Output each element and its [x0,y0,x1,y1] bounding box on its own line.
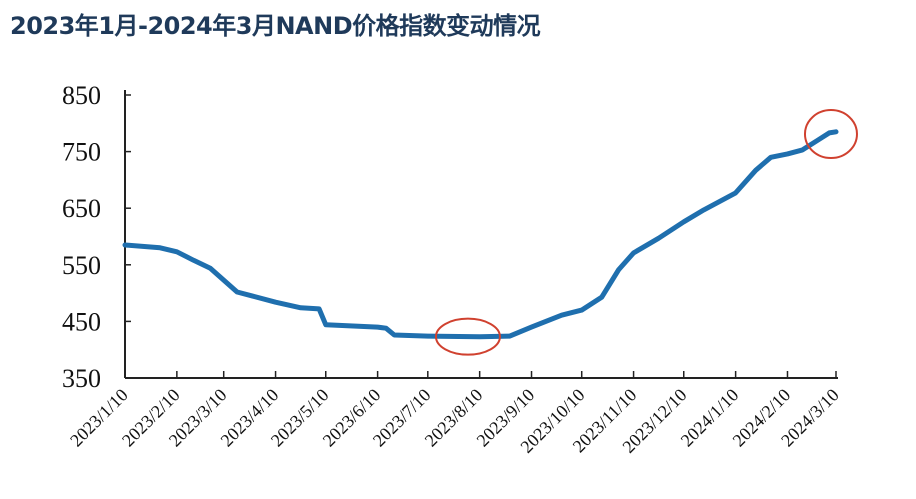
y-tick-label: 850 [62,81,101,110]
y-tick-label: 350 [62,364,101,393]
chart-title: 2023年1月-2024年3月NAND价格指数变动情况 [10,12,541,40]
y-tick-label: 750 [62,138,101,167]
y-tick-label: 550 [62,251,101,280]
price-index-line [122,129,839,340]
y-tick-label: 650 [62,194,101,223]
highlight-circle [434,317,501,356]
highlight-circle [803,109,858,160]
y-tick-label: 450 [62,307,101,336]
